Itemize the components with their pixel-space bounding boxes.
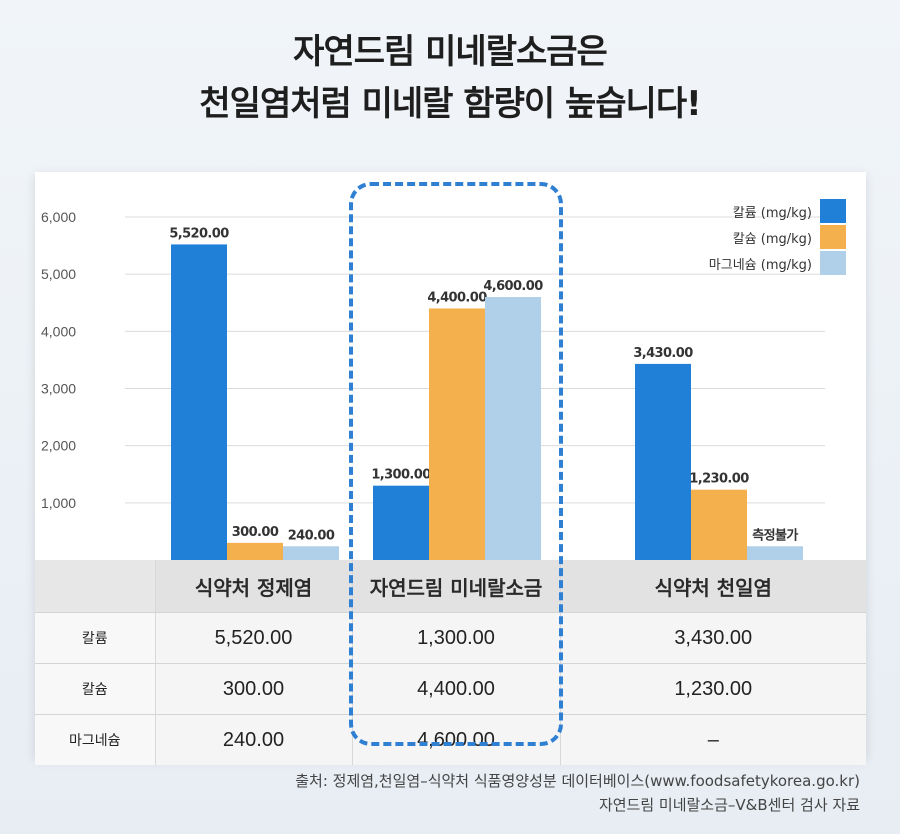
bar-data-label: 240.00 [288,528,335,543]
legend-label-magnesium: 마그네슘 (mg/kg) [708,257,812,273]
y-tick-label: 6,000 [41,209,76,225]
cell: 240.00 [154,714,352,765]
legend-swatch-magnesium [820,251,846,275]
bar-potassium [171,244,227,560]
bar-magnesium [747,546,803,560]
table-row: 칼륨 5,520.00 1,300.00 3,430.00 [35,612,866,664]
cell: 300.00 [154,663,352,715]
legend-label-potassium: 칼륨 (mg/kg) [732,205,812,221]
cell: 3,430.00 [559,612,866,664]
bar-potassium [373,485,429,560]
table-header-row: 식약처 정제염 자연드림 미네랄소금 식약처 천일염 [35,560,866,613]
bar-magnesium [283,546,339,560]
bar-calcium [227,542,283,560]
headline-line-1: 자연드림 미네랄소금은 [293,32,608,72]
bar-data-label: 300.00 [232,525,279,540]
source-line-2: 자연드림 미네랄소금–V&B센터 검사 자료 [598,796,860,814]
legend-swatch-calcium [820,225,846,249]
bar-calcium [429,308,485,560]
y-tick-label: 5,000 [41,266,76,282]
y-tick-label: 4,000 [41,323,76,339]
cell: 4,600.00 [351,714,560,765]
bar-magnesium [485,297,541,560]
bar-data-label: 4,400.00 [427,290,487,305]
mineral-table: 식약처 정제염 자연드림 미네랄소금 식약처 천일염 칼륨 5,520.00 1… [35,560,866,765]
table-header-sea-salt: 식약처 천일염 [559,560,866,613]
legend-item-calcium: 칼슘 (mg/kg) [709,224,846,250]
cell: 1,300.00 [351,612,560,664]
bar-chart: 1,000 2,000 3,000 4,000 5,000 6,000 5,520.00 30… [41,209,825,560]
y-tick-label: 2,000 [41,438,76,454]
bar-calcium [691,489,747,560]
row-label-magnesium: 마그네슘 [35,714,155,765]
bar-data-label: 5,520.00 [169,226,229,241]
table-row: 마그네슘 240.00 4,600.00 – [35,714,866,765]
cell: 1,230.00 [559,663,866,715]
bar-data-label: 측정불가 [752,527,798,543]
source-line-1: 출처: 정제염,천일염–식약처 식품영양성분 데이터베이스(www.foodsa… [295,772,860,790]
table-header-mineral-salt: 자연드림 미네랄소금 [351,560,560,613]
bar-data-label: 1,230.00 [689,472,749,487]
y-tick-label: 3,000 [41,380,76,396]
cell: 4,400.00 [351,663,560,715]
legend-swatch-potassium [820,199,846,223]
cell: – [559,714,866,765]
legend-item-magnesium: 마그네슘 (mg/kg) [709,250,846,276]
table-header-empty [35,560,155,613]
headline-line-2: 천일염처럼 미네랄 함량이 높습니다! [199,84,701,124]
bar-data-label: 3,430.00 [633,346,693,361]
bar-data-label: 1,300.00 [371,468,431,483]
row-label-potassium: 칼륨 [35,612,155,664]
legend-label-calcium: 칼슘 (mg/kg) [732,231,812,247]
row-label-calcium: 칼슘 [35,663,155,715]
chart-legend: 칼륨 (mg/kg) 칼슘 (mg/kg) 마그네슘 (mg/kg) [709,198,846,276]
bar-data-label: 4,600.00 [483,279,543,294]
y-tick-label: 1,000 [41,495,76,511]
table-row: 칼슘 300.00 4,400.00 1,230.00 [35,663,866,715]
cell: 5,520.00 [154,612,352,664]
legend-item-potassium: 칼륨 (mg/kg) [709,198,846,224]
bar-potassium [635,363,691,560]
table-header-refined-salt: 식약처 정제염 [154,560,352,613]
chart-card: 1,000 2,000 3,000 4,000 5,000 6,000 5,520.00 30… [35,172,866,765]
